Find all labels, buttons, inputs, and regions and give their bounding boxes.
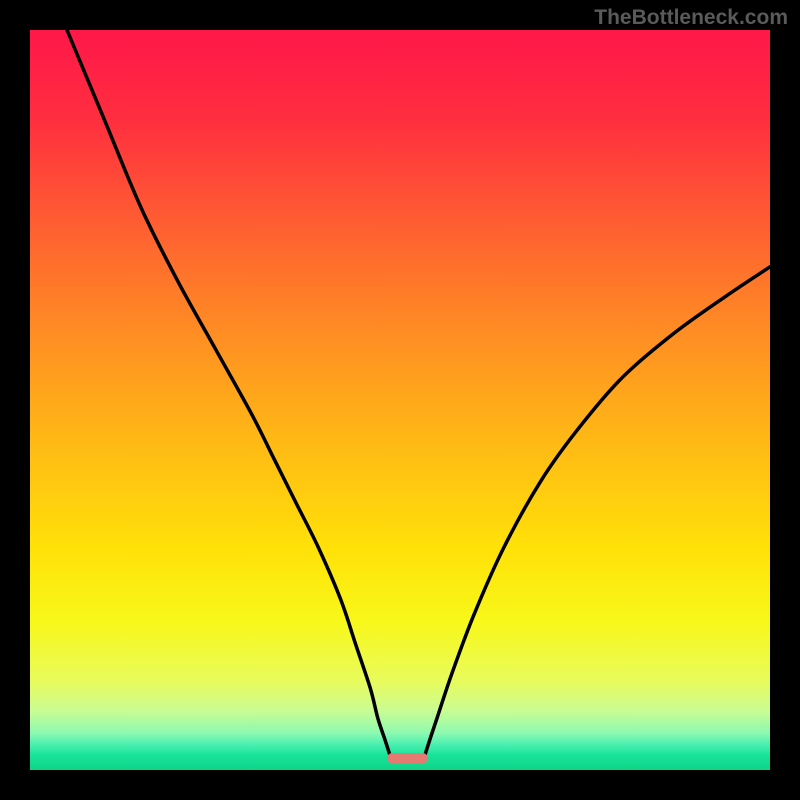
plot-area — [30, 30, 770, 770]
bottleneck-marker — [387, 753, 428, 763]
watermark-text: TheBottleneck.com — [594, 6, 788, 30]
bottleneck-chart — [0, 0, 800, 800]
chart-container: TheBottleneck.com — [0, 0, 800, 800]
